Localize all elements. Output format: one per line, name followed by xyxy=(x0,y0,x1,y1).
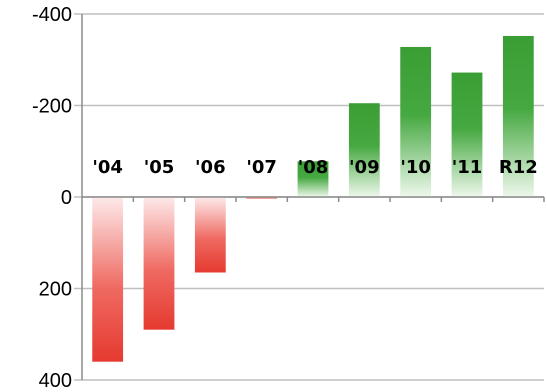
bar-5 xyxy=(348,103,380,197)
bar-8 xyxy=(502,35,534,198)
bar-6 xyxy=(400,46,432,197)
y-tick-labels: -400 -200 0 200 400 xyxy=(32,4,72,392)
x-tick-label: '05 xyxy=(144,157,175,178)
y-tick-label: -400 xyxy=(32,4,72,26)
x-tick-label: '04 xyxy=(92,157,123,178)
x-tick-label: '08 xyxy=(298,157,329,178)
x-tick-label: '09 xyxy=(349,157,380,178)
x-tick-label: '06 xyxy=(195,157,226,178)
y-tick-label: -200 xyxy=(32,96,72,118)
bar-4 xyxy=(297,161,329,197)
x-tick-label: '07 xyxy=(246,157,277,178)
x-tick-label: R12 xyxy=(499,157,538,178)
bar-7 xyxy=(451,72,483,197)
x-tick-label: '11 xyxy=(452,157,483,178)
bar-0 xyxy=(92,197,124,362)
bar-1 xyxy=(143,197,175,330)
y-tick-label: 200 xyxy=(39,279,72,301)
axes xyxy=(81,14,545,380)
bars xyxy=(92,35,534,362)
y-tick-label: 400 xyxy=(39,370,72,392)
x-tick-label: '10 xyxy=(400,157,431,178)
bar-2 xyxy=(194,197,226,273)
y-tick-label: 0 xyxy=(61,187,72,209)
x-tick-labels: '04 '05 '06 '07 '08 '09 '10 '11 R12 xyxy=(92,157,537,178)
